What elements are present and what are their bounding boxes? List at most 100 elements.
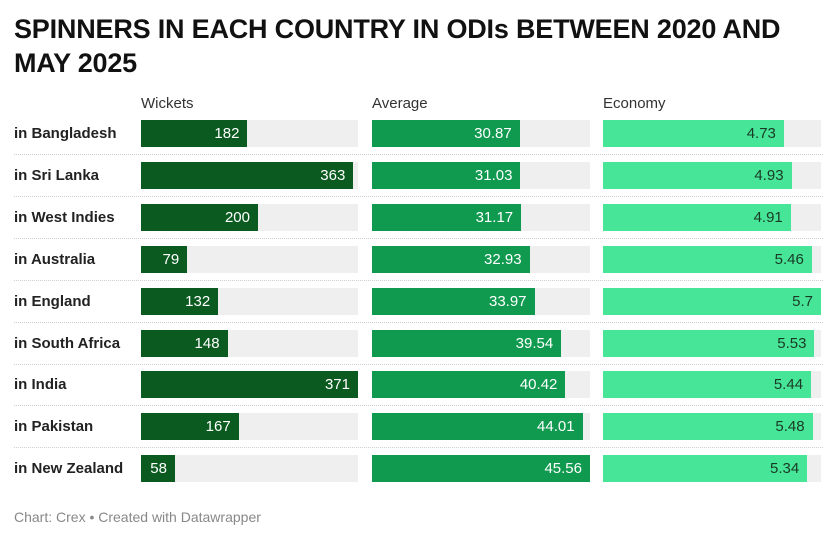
chart-row: in England 132 33.97 5.7 [0, 287, 837, 330]
category-label: in South Africa [14, 334, 121, 352]
average-value-label: 30.87 [474, 125, 512, 142]
wickets-track: 58 [141, 455, 358, 483]
wickets-value-label: 79 [162, 250, 180, 268]
average-bar [372, 120, 520, 147]
economy-bar [603, 203, 791, 231]
row-separator [14, 154, 823, 155]
average-track: 39.54 [372, 329, 590, 357]
economy-value-label: 5.34 [770, 460, 800, 478]
chart-credit: Chart: Crex • Created with Datawrapper [14, 509, 261, 525]
economy-bar [603, 329, 815, 357]
row-separator [14, 321, 823, 323]
wickets-bar [141, 203, 258, 231]
economy-track: 4.91 [603, 203, 821, 231]
average-track: 31.03 [372, 161, 590, 189]
wickets-track: 182 [141, 120, 358, 147]
average-value-label: 31.17 [475, 208, 514, 226]
wickets-value-label: 58 [150, 460, 167, 478]
average-track: 30.87 [372, 120, 590, 147]
average-bar [372, 329, 562, 357]
wickets-bar [141, 161, 354, 189]
economy-track: 5.46 [603, 245, 821, 273]
economy-bar [603, 413, 813, 441]
economy-value-label: 4.91 [753, 208, 783, 226]
wickets-bar [141, 329, 228, 357]
economy-track: 5.53 [603, 329, 821, 357]
chart-row: in New Zealand 58 45.56 5.34 [0, 455, 837, 497]
chart-row: in Pakistan 167 44.01 5.48 [0, 413, 837, 455]
category-label: in England [14, 292, 91, 310]
economy-bar [603, 161, 792, 189]
wickets-track: 200 [141, 203, 358, 231]
chart-row: in India 371 40.42 5.44 [0, 371, 837, 413]
economy-value-label: 5.53 [777, 334, 807, 352]
average-value-label: 31.03 [474, 166, 513, 184]
category-label: in India [14, 376, 67, 394]
wickets-bar [141, 413, 239, 441]
wickets-track: 79 [141, 245, 358, 273]
category-label: in Australia [14, 250, 96, 268]
average-value-label: 44.01 [537, 418, 575, 436]
wickets-bar [141, 455, 175, 483]
economy-bar [603, 120, 784, 147]
row-separator [14, 447, 823, 449]
wickets-bar [141, 287, 219, 315]
chart-row: in Australia 79 32.93 5.46 [0, 245, 837, 288]
average-bar [372, 413, 583, 441]
column-header-wickets: Wickets [141, 95, 194, 112]
chart-row: in South Africa 148 39.54 5.53 [0, 329, 837, 372]
wickets-track: 148 [141, 329, 358, 357]
wickets-value-label: 182 [214, 125, 240, 142]
economy-bar [603, 245, 812, 273]
category-label: in West Indies [14, 208, 115, 226]
wickets-value-label: 200 [224, 208, 250, 226]
wickets-value-label: 363 [320, 166, 346, 184]
economy-value-label: 4.73 [746, 125, 776, 142]
wickets-track: 167 [141, 413, 358, 441]
chart-title: SPINNERS IN EACH COUNTRY IN ODIs BETWEEN… [14, 14, 781, 78]
wickets-value-label: 371 [324, 376, 350, 394]
economy-track: 5.7 [603, 287, 821, 315]
chart-row: in West Indies 200 31.17 4.91 [0, 203, 837, 246]
row-separator [14, 279, 823, 281]
average-bar [372, 455, 590, 483]
economy-value-label: 5.7 [792, 292, 813, 310]
economy-bar [603, 287, 821, 315]
category-label: in Pakistan [14, 418, 94, 436]
wickets-track: 132 [141, 287, 358, 315]
row-separator [14, 195, 823, 197]
average-bar [372, 371, 566, 399]
economy-track: 5.44 [603, 371, 821, 399]
average-value-label: 45.56 [544, 460, 582, 478]
row-separator [14, 237, 823, 239]
average-bar [372, 245, 530, 273]
economy-track: 5.48 [603, 413, 821, 441]
average-track: 40.42 [372, 371, 590, 399]
economy-bar [603, 455, 808, 483]
average-bar [372, 203, 522, 231]
wickets-bar [141, 371, 358, 399]
economy-value-label: 5.46 [774, 250, 804, 268]
category-label: in Sri Lanka [14, 166, 100, 184]
category-label: in Bangladesh [14, 125, 117, 142]
economy-value-label: 5.48 [775, 418, 805, 436]
average-track: 31.17 [372, 203, 590, 231]
average-value-label: 40.42 [519, 376, 558, 394]
wickets-value-label: 148 [194, 334, 220, 352]
average-track: 33.97 [372, 287, 590, 315]
wickets-bar [141, 120, 248, 147]
average-bar [372, 287, 535, 315]
row-separator [14, 363, 823, 365]
wickets-track: 371 [141, 371, 358, 399]
wickets-value-label: 167 [205, 418, 231, 436]
category-label: in New Zealand [14, 460, 124, 478]
economy-bar [603, 371, 812, 399]
average-value-label: 39.54 [515, 334, 554, 352]
wickets-value-label: 132 [185, 292, 211, 310]
economy-track: 4.93 [603, 161, 821, 189]
average-value-label: 33.97 [488, 292, 527, 310]
average-track: 32.93 [372, 245, 590, 273]
economy-track: 5.34 [603, 455, 821, 483]
economy-value-label: 4.93 [754, 166, 784, 184]
average-track: 44.01 [372, 413, 590, 441]
